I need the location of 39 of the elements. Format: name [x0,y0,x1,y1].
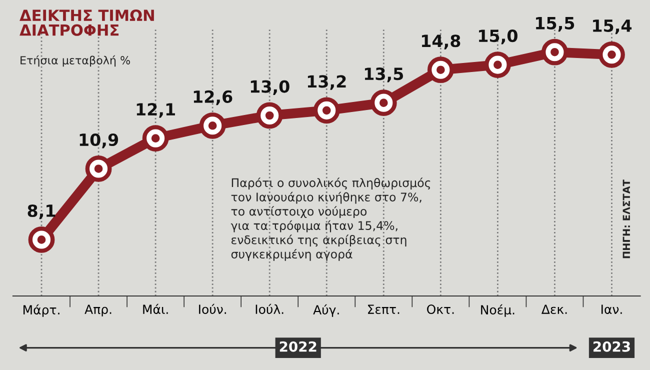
point [427,56,454,84]
x-tick-label: Απρ. [84,304,112,316]
data-label: 10,9 [80,133,118,148]
point [313,97,340,124]
x-tick-label: Αύγ. [313,304,339,317]
data-label: 14,8 [422,34,460,50]
point [370,90,397,116]
point [256,102,283,129]
data-label: 13,2 [308,75,346,90]
x-tick-label: Ιούλ. [256,304,284,314]
chart-title: ΔΕΙΚΤΗΣ ΤΙΜΩΝ ΔΙΑΤΡΟΦΗΣ [20,10,154,36]
point [542,38,568,66]
point [598,41,625,68]
x-tick-label: Οκτ. [427,304,454,314]
point [142,125,169,152]
data-label: 15,5 [536,17,574,32]
data-label: 15,0 [479,30,518,44]
point [28,226,55,253]
x-tick-label: Σεπτ. [368,304,400,314]
x-tick-label: Μάρτ. [24,304,60,317]
data-label: 8,1 [28,204,56,220]
x-tick-label: Νοέμ. [481,304,514,317]
x-tick-label: Ιούν. [199,304,226,314]
x-tick-label: Δεκ. [541,304,567,314]
point [85,156,112,182]
chart-subtitle: Ετήσια μεταβολή % [20,55,130,67]
point [484,52,511,78]
x-tick-label: Ιαν. [602,304,622,314]
data-label: 12,6 [194,90,232,106]
data-label: 13,0 [250,80,290,95]
data-label: 12,1 [136,103,175,118]
x-tick-label: Μάι. [143,304,168,314]
annotation: ΠΗΓΗ: ΕΛΣΤΑΤ [622,180,630,258]
data-label: 13,5 [364,68,404,82]
annotation: Παρότι ο συνολικός πληθωρισμός τον Ιανουάριο κινήθηκε στο 7%, το αντίστοιχο νούμερο για τα τρόφιμα ήταν 15,4%, ενδεικτικό της ακρίβειας στη συγκεκριμένη αγορά [230,178,430,261]
text: 2023 [594,341,630,352]
point [199,112,226,139]
data-label: 15,4 [593,20,632,34]
text: 2022 [280,341,316,352]
